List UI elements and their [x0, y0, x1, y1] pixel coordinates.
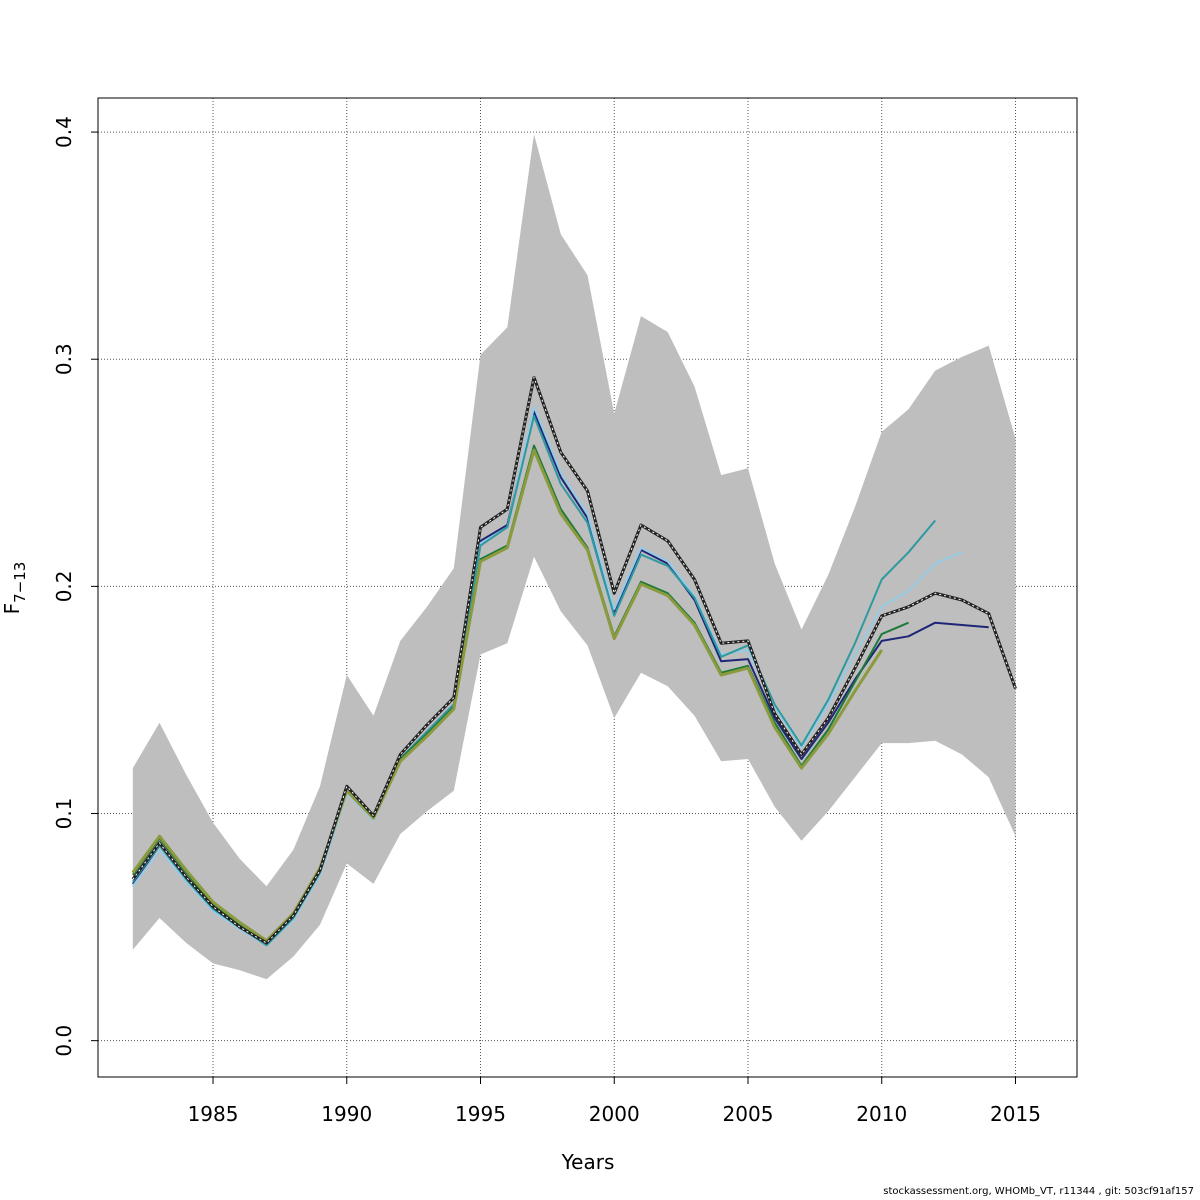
- y-tick-label-group: 0.4: [52, 116, 76, 148]
- y-axis-title-main: F: [0, 603, 24, 615]
- y-axis-title: F7−13: [0, 562, 29, 615]
- series-line-5: [131, 448, 883, 943]
- x-axis-title: Years: [561, 1150, 615, 1174]
- x-tick-label: 1990: [321, 1102, 372, 1126]
- y-tick-label: 0.4: [52, 116, 76, 148]
- x-tick-label: 2015: [990, 1102, 1041, 1126]
- plot-frame: [97, 97, 1078, 1078]
- y-tick-label-group: 0.2: [52, 570, 76, 602]
- x-tick-label: 1995: [455, 1102, 506, 1126]
- x-tick-label: 2000: [589, 1102, 640, 1126]
- confidence-band-layer: [132, 134, 1016, 980]
- y-axis-title-sub: 7−13: [11, 562, 29, 603]
- x-tick-label: 2010: [856, 1102, 907, 1126]
- y-tick-label-group: 0.3: [52, 343, 76, 375]
- estimate-line: [131, 375, 1017, 945]
- estimate-line-layer: [131, 375, 1017, 945]
- y-tick-label: 0.1: [52, 798, 76, 830]
- y-tick-label: 0.2: [52, 570, 76, 602]
- x-tick-label: 1985: [188, 1102, 239, 1126]
- x-axis: 1985 1990 1995 2000 2005 2010 2015: [188, 1077, 1041, 1126]
- svg-text:F7−13: F7−13: [0, 562, 29, 615]
- series-line-3: [131, 415, 936, 947]
- x-tick-label: 2005: [723, 1102, 774, 1126]
- y-tick-label-group: 0.1: [52, 798, 76, 830]
- y-axis: 0.0 0.1 0.2 0.3 0.4: [52, 116, 98, 1057]
- confidence-band: [132, 134, 1016, 980]
- y-tick-label-group: 0.0: [52, 1025, 76, 1057]
- y-tick-label: 0.0: [52, 1025, 76, 1057]
- footer-credit: stockassessment.org, WHOMb_VT, r11344 , …: [883, 1186, 1194, 1197]
- y-tick-label: 0.3: [52, 343, 76, 375]
